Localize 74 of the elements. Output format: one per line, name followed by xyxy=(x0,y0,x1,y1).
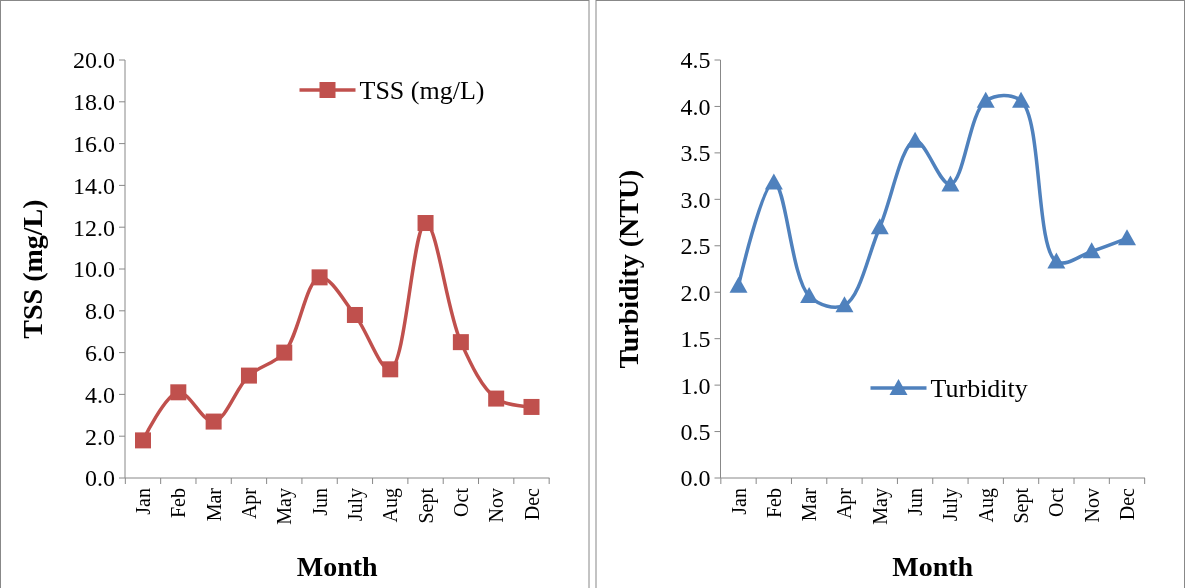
x-tick-label: Dec xyxy=(1116,487,1138,521)
point xyxy=(276,344,293,361)
x-tick-label: Oct xyxy=(1045,487,1068,517)
y-tick-label: 8.0 xyxy=(85,298,115,325)
x-tick-label: Apr xyxy=(833,487,857,520)
y-tick-label: 20.0 xyxy=(73,47,115,74)
x-tick-label: Sept xyxy=(414,487,438,524)
point xyxy=(870,218,889,235)
x-tick-label: Mar xyxy=(798,487,821,522)
y-tick-label: 0.0 xyxy=(85,465,115,492)
point xyxy=(452,334,469,351)
point xyxy=(976,91,995,108)
x-tick-label: Feb xyxy=(762,488,785,518)
y-tick-label: 6.0 xyxy=(85,340,115,366)
point xyxy=(135,432,151,449)
y-tick-label: 14.0 xyxy=(73,172,115,199)
point xyxy=(800,286,819,303)
point xyxy=(417,215,434,232)
x-tick-label: Feb xyxy=(167,488,190,518)
x-tick-label: Jun xyxy=(308,488,331,516)
x-tick-label: Nov xyxy=(485,488,508,523)
x-tick-label: Jan xyxy=(132,488,154,515)
y-tick-label: 2.5 xyxy=(680,233,711,260)
x-tick-label: July xyxy=(343,488,367,522)
y-tick-label: 3.5 xyxy=(680,140,711,167)
point xyxy=(1082,242,1101,259)
y-tick-label: 4.0 xyxy=(680,93,711,120)
y-tick-label: 1.5 xyxy=(680,326,711,353)
y-tick-label: 0.5 xyxy=(680,418,711,445)
legend-label: TSS (mg/L) xyxy=(359,76,485,106)
point xyxy=(1118,229,1136,246)
point xyxy=(941,175,960,192)
point xyxy=(764,173,783,190)
y-tick-label: 4.5 xyxy=(680,47,711,74)
x-tick-label: Jan xyxy=(727,488,750,515)
legend-label: Turbidity xyxy=(930,374,1028,404)
x-tick-label: Nov xyxy=(1080,488,1103,523)
y-tick-label: 0.0 xyxy=(680,465,711,492)
point xyxy=(205,413,222,430)
x-tick-label: Sept xyxy=(1010,487,1034,524)
y-tick-label: 2.0 xyxy=(85,423,115,450)
x-axis-title: Month xyxy=(892,551,974,582)
y-tick-label: 12.0 xyxy=(73,214,115,241)
point xyxy=(1012,91,1031,108)
y-tick-label: 4.0 xyxy=(85,381,115,408)
point xyxy=(240,367,257,384)
point xyxy=(488,390,505,407)
y-tick-label: 10.0 xyxy=(73,256,115,283)
x-tick-label: Aug xyxy=(974,488,998,523)
point xyxy=(382,361,399,378)
point xyxy=(170,384,187,401)
point xyxy=(1047,252,1066,269)
y-tick-label: 1.0 xyxy=(680,372,711,399)
point xyxy=(835,296,854,313)
x-tick-label: May xyxy=(273,488,297,525)
x-tick-label: July xyxy=(939,488,963,522)
point xyxy=(346,306,363,323)
x-axis-title: Month xyxy=(296,551,379,582)
x-tick-label: Apr xyxy=(237,487,261,520)
y-tick-label: 18.0 xyxy=(73,89,115,116)
y-tick-label: 16.0 xyxy=(73,131,115,157)
y-axis-title: TSS (mg/L) xyxy=(17,199,48,339)
y-tick-label: 3.0 xyxy=(680,186,711,213)
x-tick-label: Mar xyxy=(202,487,225,522)
x-tick-label: May xyxy=(868,488,892,525)
x-tick-label: Dec xyxy=(520,487,543,521)
point xyxy=(523,398,540,415)
point xyxy=(311,269,328,286)
y-axis-title: Turbidity (NTU) xyxy=(612,169,644,369)
x-tick-label: Jun xyxy=(904,488,927,516)
x-tick-label: Oct xyxy=(449,487,472,517)
x-tick-label: Aug xyxy=(379,488,403,523)
point xyxy=(729,276,748,293)
y-tick-label: 2.0 xyxy=(680,279,711,306)
